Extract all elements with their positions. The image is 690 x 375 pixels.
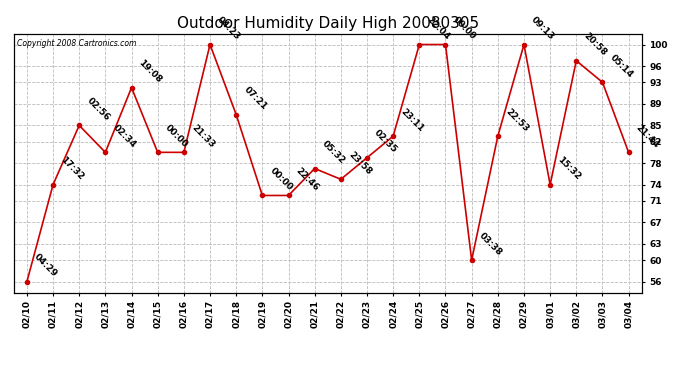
Text: Copyright 2008 Cartronics.com: Copyright 2008 Cartronics.com	[17, 39, 137, 48]
Text: 20:58: 20:58	[582, 32, 609, 58]
Text: 21:44: 21:44	[634, 123, 661, 150]
Text: 04:23: 04:23	[215, 15, 242, 42]
Text: 22:53: 22:53	[504, 107, 530, 134]
Text: 23:58: 23:58	[346, 150, 373, 177]
Text: 21:33: 21:33	[190, 123, 216, 150]
Text: 00:00: 00:00	[268, 166, 294, 193]
Text: 02:34: 02:34	[111, 123, 137, 150]
Text: 23:11: 23:11	[399, 107, 425, 134]
Text: 07:21: 07:21	[241, 85, 268, 112]
Text: 00:00: 00:00	[451, 15, 477, 42]
Text: 03:38: 03:38	[477, 231, 504, 257]
Text: 05:32: 05:32	[320, 139, 347, 166]
Text: 22:46: 22:46	[294, 166, 321, 193]
Title: Outdoor Humidity Daily High 20080305: Outdoor Humidity Daily High 20080305	[177, 16, 479, 31]
Text: 05:14: 05:14	[608, 53, 635, 80]
Text: 04:29: 04:29	[32, 252, 59, 279]
Text: 15:32: 15:32	[555, 155, 582, 182]
Text: 19:08: 19:08	[137, 58, 164, 85]
Text: 17:32: 17:32	[59, 155, 86, 182]
Text: 02:35: 02:35	[373, 129, 399, 155]
Text: 00:00: 00:00	[164, 123, 190, 150]
Text: 09:13: 09:13	[529, 15, 556, 42]
Text: 02:56: 02:56	[85, 96, 111, 123]
Text: 22:04: 22:04	[425, 15, 451, 42]
